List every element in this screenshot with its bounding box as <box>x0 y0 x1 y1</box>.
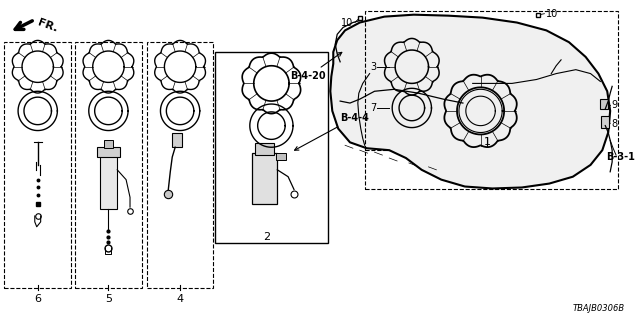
Text: 2: 2 <box>263 232 270 242</box>
Text: 3: 3 <box>371 62 376 72</box>
Text: B-4-4: B-4-4 <box>294 113 369 150</box>
Text: 9: 9 <box>611 100 618 110</box>
Text: 4: 4 <box>177 294 184 304</box>
Bar <box>104 140 113 148</box>
Bar <box>4 42 71 288</box>
Text: B-4-20: B-4-20 <box>290 52 342 82</box>
Text: 10: 10 <box>340 18 353 28</box>
Text: 1: 1 <box>484 137 491 147</box>
Bar <box>255 143 275 155</box>
Bar <box>252 153 277 204</box>
Polygon shape <box>330 15 610 188</box>
Text: TBAJB0306B: TBAJB0306B <box>573 304 625 313</box>
Bar <box>147 42 214 288</box>
Text: 5: 5 <box>105 294 112 304</box>
Bar <box>75 42 142 288</box>
Bar <box>602 116 609 128</box>
Bar <box>172 133 182 147</box>
Text: B-3-1: B-3-1 <box>606 152 635 162</box>
Bar <box>365 11 618 189</box>
Text: FR.: FR. <box>36 17 60 34</box>
Bar <box>365 32 522 150</box>
Text: 7: 7 <box>370 103 376 113</box>
Text: 10: 10 <box>547 9 559 19</box>
Bar <box>216 52 328 244</box>
Bar <box>600 99 608 109</box>
Bar <box>97 147 120 157</box>
Text: 8: 8 <box>611 119 618 129</box>
Bar <box>276 153 286 160</box>
Text: 6: 6 <box>34 294 41 304</box>
Bar <box>100 155 117 209</box>
